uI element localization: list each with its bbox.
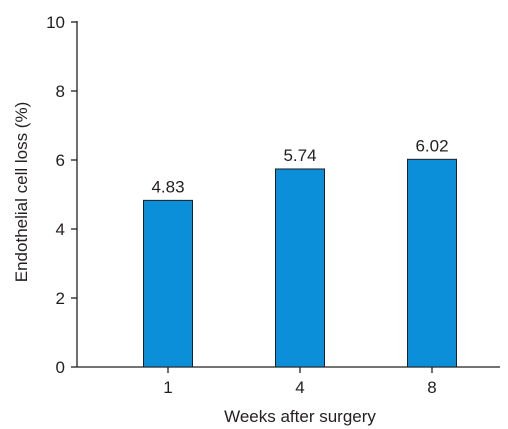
x-tick-label: 4 [295, 378, 304, 397]
bar-value-label: 6.02 [415, 136, 448, 155]
bar-value-label: 4.83 [151, 177, 184, 196]
x-axis: 1 4 8 [77, 366, 500, 397]
y-axis: 0 2 4 6 8 10 [46, 13, 78, 377]
bar-value-label: 5.74 [283, 146, 316, 165]
y-tick-label: 0 [56, 358, 65, 377]
x-axis-title: Weeks after surgery [224, 407, 376, 426]
bar-week-8 [407, 158, 457, 368]
y-tick-label: 6 [56, 151, 65, 170]
y-axis-title: Endothelial cell loss (%) [12, 102, 31, 282]
data-labels: 4.83 5.74 6.02 [151, 136, 448, 196]
y-tick-label: 2 [56, 289, 65, 308]
y-tick-label: 10 [46, 13, 65, 32]
bar-week-4 [275, 168, 325, 368]
bar-week-1 [143, 199, 193, 368]
x-tick-label: 8 [427, 378, 436, 397]
y-tick-label: 4 [56, 220, 65, 239]
y-tick-label: 8 [56, 82, 65, 101]
bars [143, 158, 457, 368]
x-tick-label: 1 [163, 378, 172, 397]
